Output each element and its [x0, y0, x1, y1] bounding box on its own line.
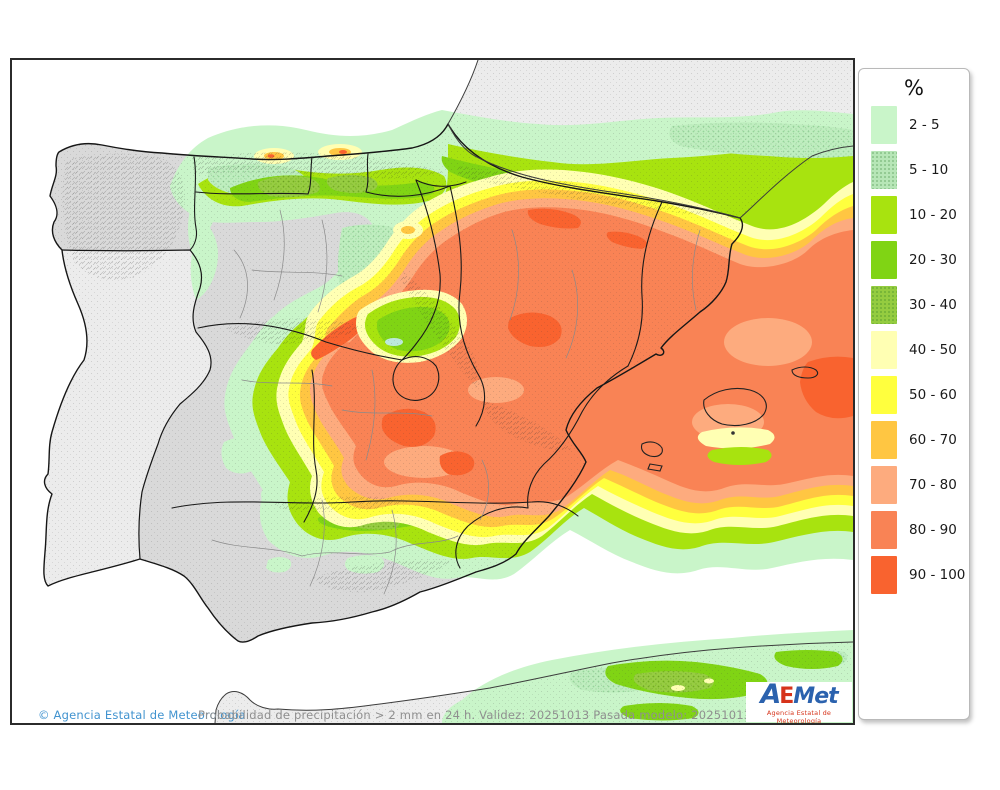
cabrera-island — [731, 431, 735, 435]
legend-label: 60 - 70 — [909, 432, 957, 448]
map-frame: © Agencia Estatal de Meteorología Probab… — [10, 58, 855, 725]
legend-item: 90 - 100 — [871, 556, 969, 594]
map-caption: Probabilidad de precipitación > 2 mm en … — [198, 708, 767, 722]
legend-label: 5 - 10 — [909, 162, 949, 178]
aemet-logo: AEMet Agencia Estatal de Meteorología — [746, 679, 852, 725]
legend-items: 2 - 5 5 - 10 10 - 20 20 - 30 30 - 40 40 … — [859, 106, 969, 594]
map-canvas — [12, 60, 853, 723]
legend-item: 80 - 90 — [871, 511, 969, 549]
legend-swatch-60-70 — [871, 421, 897, 459]
legend-label: 2 - 5 — [909, 117, 940, 133]
legend-label: 30 - 40 — [909, 297, 957, 313]
islands-layer — [640, 366, 819, 472]
legend-label: 50 - 60 — [909, 387, 957, 403]
aemet-tagline: Agencia Estatal de Meteorología — [766, 709, 832, 725]
legend-label: 10 - 20 — [909, 207, 957, 223]
legend-swatch-80-90 — [871, 511, 897, 549]
legend-swatch-5-10 — [871, 151, 897, 189]
legend-swatch-20-30 — [871, 241, 897, 279]
copyright-text: © Agencia Estatal de Meteorología — [38, 708, 246, 722]
legend-label: 80 - 90 — [909, 522, 957, 538]
legend-item: 30 - 40 — [871, 286, 969, 324]
legend-item: 70 - 80 — [871, 466, 969, 504]
legend-panel: % 2 - 5 5 - 10 10 - 20 20 - 30 30 - 40 4… — [858, 68, 970, 720]
logo-letters-met: Met — [793, 684, 838, 709]
legend-item: 20 - 30 — [871, 241, 969, 279]
regional-borders — [171, 153, 663, 569]
legend-swatch-40-50 — [871, 331, 897, 369]
legend-swatch-90-100 — [871, 556, 897, 594]
formentera-island — [647, 463, 663, 472]
province-borders — [211, 209, 701, 595]
legend-item: 10 - 20 — [871, 196, 969, 234]
legend-label: 40 - 50 — [909, 342, 957, 358]
legend-item: 40 - 50 — [871, 331, 969, 369]
aemet-wordmark: AEMet — [746, 679, 852, 711]
mallorca-island — [703, 387, 767, 427]
ibiza-island — [640, 441, 663, 458]
legend-swatch-10-20 — [871, 196, 897, 234]
legend-swatch-30-40 — [871, 286, 897, 324]
legend-item: 2 - 5 — [871, 106, 969, 144]
logo-letter-e: E — [779, 684, 794, 709]
menorca-island — [791, 366, 819, 379]
legend-item: 50 - 60 — [871, 376, 969, 414]
legend-item: 60 - 70 — [871, 421, 969, 459]
border-layer — [43, 60, 853, 723]
legend-swatch-2-5 — [871, 106, 897, 144]
legend-item: 5 - 10 — [871, 151, 969, 189]
legend-label: 70 - 80 — [909, 477, 957, 493]
africa-coastline — [214, 641, 853, 723]
france-coast-border — [447, 60, 853, 219]
legend-title: % — [904, 76, 924, 100]
legend-label: 90 - 100 — [909, 567, 966, 583]
legend-swatch-50-60 — [871, 376, 897, 414]
logo-letter-a: A — [760, 679, 781, 710]
legend-label: 20 - 30 — [909, 252, 957, 268]
legend-swatch-70-80 — [871, 466, 897, 504]
